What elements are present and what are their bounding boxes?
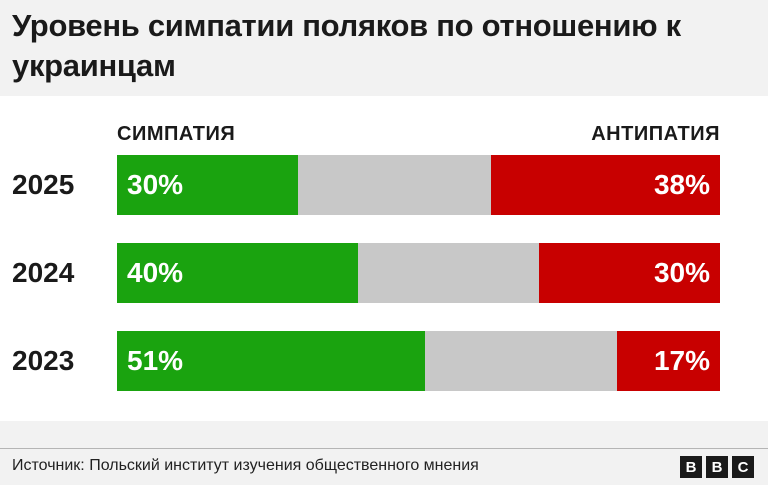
bar-antipathy: 30%: [539, 243, 720, 303]
year-label: 2025: [12, 169, 75, 200]
bar-neutral: [424, 331, 618, 391]
bar-sympathy: 40%: [117, 243, 359, 303]
year-label: 2024: [12, 257, 75, 288]
bar-row: 40% 30%: [117, 243, 720, 303]
bbc-logo-letter: B: [706, 456, 728, 478]
legend-antipathy: АНТИПАТИЯ: [591, 123, 720, 145]
bbc-logo-letter: C: [732, 456, 754, 478]
legend-sympathy: СИМПАТИЯ: [117, 123, 236, 145]
bar-row: 30% 38%: [117, 155, 720, 215]
bar-sympathy: 51%: [117, 331, 425, 391]
bar-neutral: [358, 243, 540, 303]
year-label: 2023: [12, 345, 75, 376]
bbc-logo-letter: B: [680, 456, 702, 478]
bar-row: 51% 17%: [117, 331, 720, 391]
chart-title: Уровень симпатии поляков по отношению к …: [12, 8, 681, 83]
footer-divider: [0, 448, 768, 449]
data-label: 30%: [653, 257, 710, 288]
bar-antipathy: 38%: [490, 155, 720, 215]
data-label: 40%: [127, 257, 184, 288]
bbc-logo: B B C: [680, 456, 754, 478]
data-label: 51%: [127, 345, 184, 376]
bar-sympathy: 30%: [117, 155, 298, 215]
bar-antipathy: 17%: [617, 331, 720, 391]
data-label: 38%: [653, 169, 710, 200]
bar-neutral: [297, 155, 491, 215]
source-note: Источник: Польский институт изучения общ…: [12, 457, 479, 474]
data-label: 17%: [653, 345, 710, 376]
data-label: 30%: [127, 169, 184, 200]
